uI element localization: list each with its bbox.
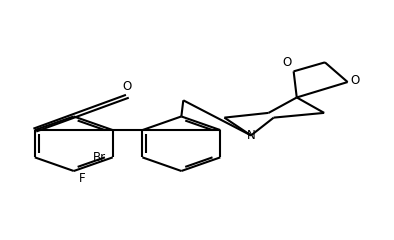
Text: O: O	[123, 80, 132, 93]
Text: O: O	[350, 74, 359, 87]
Text: F: F	[78, 172, 85, 185]
Text: O: O	[282, 56, 291, 69]
Text: N: N	[247, 129, 255, 142]
Text: Br: Br	[93, 151, 106, 164]
